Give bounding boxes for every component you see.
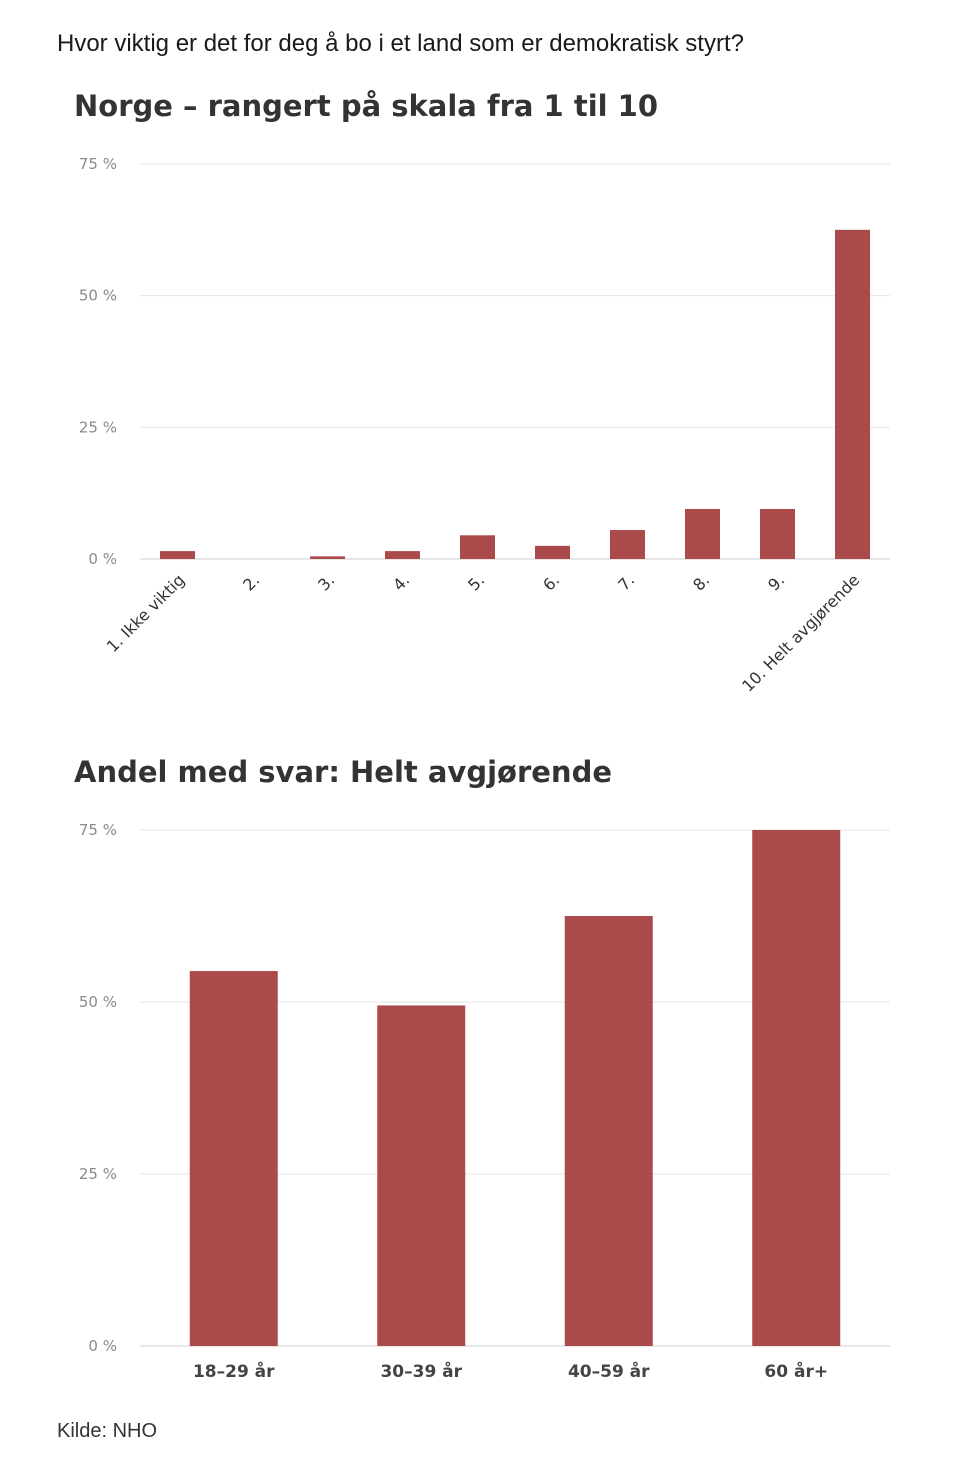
bar bbox=[310, 556, 345, 559]
x-tick-label: 30–39 år bbox=[380, 1360, 462, 1382]
x-tick-label: 8. bbox=[689, 570, 713, 594]
bar bbox=[189, 971, 278, 1346]
bar bbox=[535, 545, 570, 559]
chart-title: Andel med svar: Helt avgjørende bbox=[74, 755, 612, 789]
x-tick-label: 18–29 år bbox=[193, 1360, 275, 1382]
source-note: Kilde: NHO bbox=[57, 1420, 158, 1442]
y-tick-label: 25 % bbox=[79, 1165, 117, 1183]
page-title: Hvor viktig er det for deg å bo i et lan… bbox=[57, 30, 744, 57]
y-tick-label: 50 % bbox=[79, 287, 117, 305]
x-tick-label: 40–59 år bbox=[568, 1360, 650, 1382]
bar bbox=[377, 1005, 466, 1346]
x-tick-label: 3. bbox=[314, 570, 338, 594]
bar bbox=[685, 508, 720, 559]
y-tick-label: 50 % bbox=[79, 993, 117, 1011]
y-tick-label: 25 % bbox=[79, 418, 117, 436]
bar bbox=[610, 530, 645, 559]
y-tick-label: 75 % bbox=[79, 821, 117, 839]
x-tick-label: 5. bbox=[464, 570, 488, 594]
x-tick-label: 1. Ikke viktig bbox=[103, 570, 189, 656]
bar bbox=[460, 535, 495, 559]
bar bbox=[564, 916, 653, 1346]
x-tick-label: 7. bbox=[614, 570, 638, 594]
chart-helt-avgjorende-by-age: Andel med svar: Helt avgjørende 0 % 25 % 50… bbox=[74, 755, 890, 1382]
bar bbox=[160, 551, 195, 559]
x-tick-label: 2. bbox=[239, 570, 263, 594]
x-tick-label: 10. Helt avgjørende bbox=[738, 570, 863, 695]
chart-title: Norge – rangert på skala fra 1 til 10 bbox=[74, 89, 658, 123]
x-tick-label: 4. bbox=[389, 570, 413, 594]
y-tick-label: 75 % bbox=[79, 155, 117, 173]
x-tick-label: 9. bbox=[764, 570, 788, 594]
bar bbox=[760, 508, 795, 559]
bar bbox=[752, 830, 841, 1346]
y-tick-label: 0 % bbox=[88, 550, 117, 568]
x-tick-label: 60 år+ bbox=[764, 1360, 828, 1382]
bar bbox=[385, 551, 420, 559]
chart-scale-1-10: Norge – rangert på skala fra 1 til 10 0 %… bbox=[74, 89, 890, 696]
bar bbox=[835, 229, 870, 560]
y-tick-label: 0 % bbox=[88, 1337, 117, 1355]
x-tick-label: 6. bbox=[539, 570, 563, 594]
